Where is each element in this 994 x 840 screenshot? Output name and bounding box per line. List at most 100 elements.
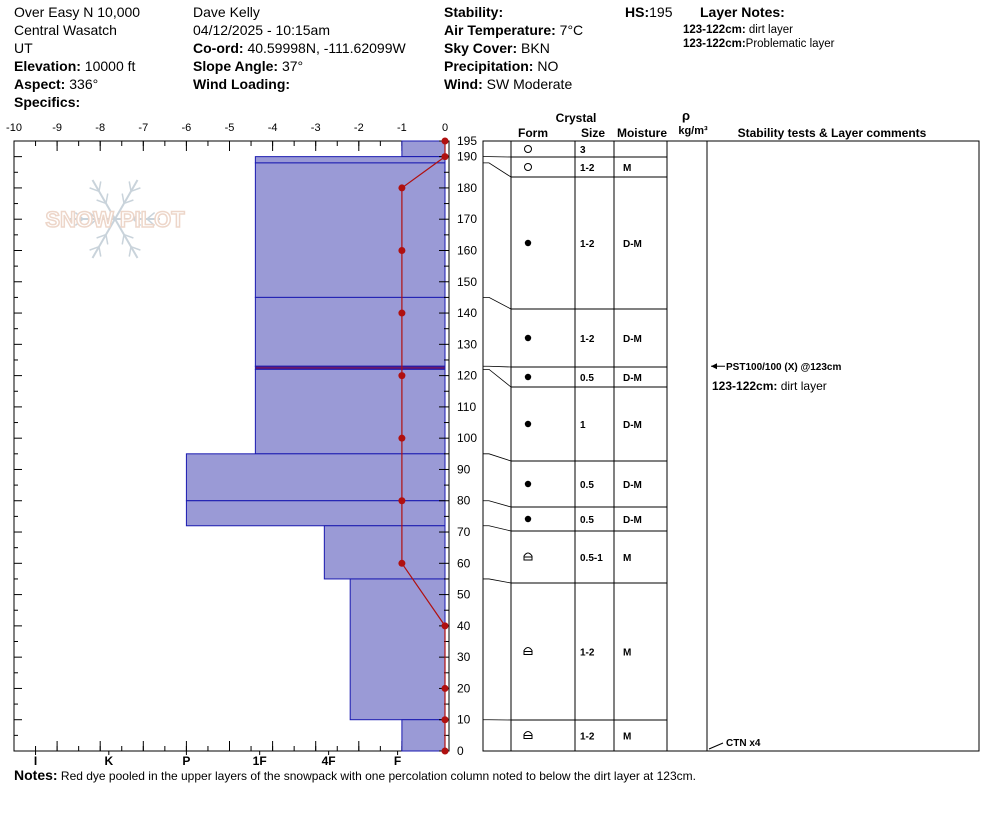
header-size: Size — [581, 126, 605, 140]
grain-size: 1-2 — [580, 239, 595, 250]
precip-row: Precipitation: NO — [444, 58, 559, 74]
moisture-value: M — [623, 648, 631, 659]
temp-tick-label: -5 — [225, 122, 235, 134]
header-left: Over Easy N 10,000 Central Wasatch UT El… — [14, 3, 140, 111]
hardness-layer-bar — [254, 296, 446, 367]
height-tick-label: 30 — [457, 650, 471, 664]
aspect-value: 336° — [69, 76, 99, 92]
moisture-value: D-M — [623, 515, 642, 526]
logo-snowflake-branch — [98, 181, 102, 192]
temperature-point — [441, 137, 449, 145]
temp-tick-label: -1 — [397, 122, 407, 134]
logo-snowflake-branch — [123, 233, 134, 239]
header-form: Form — [518, 126, 548, 140]
logo-snowflake-branch — [121, 234, 125, 245]
height-tick-label: 80 — [457, 494, 471, 508]
logo-snowflake-branch — [89, 246, 100, 251]
observation-datetime: 04/12/2025 - 10:15am — [193, 22, 330, 38]
moisture-value: D-M — [623, 373, 642, 384]
height-tick-label: 130 — [457, 337, 477, 351]
height-tick-label: 140 — [457, 306, 477, 320]
temp-tick-label: -3 — [311, 122, 321, 134]
grain-size: 1-2 — [580, 732, 595, 743]
grain-form-icon — [524, 480, 532, 488]
logo-snowflake-branch — [96, 233, 107, 239]
logo-snowflake-branch — [88, 218, 98, 227]
height-tick-label: 190 — [457, 150, 477, 164]
temp-tick-label: -4 — [268, 122, 278, 134]
grain-size: 1 — [580, 420, 586, 431]
location-name: Over Easy N 10,000 — [14, 4, 141, 20]
hardness-layer-bar — [349, 578, 446, 721]
layer-connector — [483, 297, 512, 310]
moisture-value: M — [623, 163, 631, 174]
stability-test-2: CTN x4 — [726, 738, 761, 749]
height-tick-label: 20 — [457, 681, 471, 695]
layer-connector — [483, 368, 512, 388]
logo-snowflake-branch — [98, 246, 102, 257]
height-tick-label: 100 — [457, 431, 477, 445]
logo-snowflake-branch — [132, 218, 142, 227]
grain-form-icon — [524, 515, 532, 523]
layer-connector — [483, 500, 512, 508]
temperature-point — [441, 622, 449, 630]
logo-snowflake-branch — [146, 211, 156, 220]
precip-value: NO — [537, 58, 559, 74]
hardness-label: P — [182, 754, 190, 768]
logo-snowflake-branch — [123, 199, 134, 205]
wind-row: Wind: SW Moderate — [444, 76, 573, 92]
grain-size: 0.5 — [580, 515, 594, 526]
logo-snowflake-arm — [91, 218, 116, 259]
grain-form-icon — [524, 373, 532, 381]
temperature-point — [441, 747, 449, 755]
height-tick-label: 10 — [457, 713, 471, 727]
temperature-point — [441, 716, 449, 724]
grain-size: 3 — [580, 145, 586, 156]
profile-plot-frame — [13, 140, 450, 752]
height-tick-label: 0 — [457, 744, 464, 758]
hardness-layer-bar — [401, 719, 446, 752]
header-moisture: Moisture — [617, 126, 667, 140]
hardness-layer-bar — [254, 368, 446, 455]
temperature-point — [398, 434, 406, 442]
temp-tick-label: -7 — [138, 122, 148, 134]
sky-value: BKN — [521, 40, 550, 56]
notes-row: Notes: Red dye pooled in the upper layer… — [14, 767, 696, 783]
hardness-label: 1F — [253, 754, 267, 768]
layer-connector — [483, 365, 512, 368]
logo-snowflake-branch — [96, 199, 107, 205]
logo-snowflake-branch — [128, 181, 132, 192]
coord-value: 40.59998N, -111.62099W — [247, 40, 406, 56]
logo-text: SNOW PILOT — [45, 207, 185, 232]
logo-snowflake-branch — [132, 211, 142, 220]
grain-form-icon — [523, 731, 533, 739]
grain-form-icon — [523, 647, 533, 655]
temperature-point — [441, 153, 449, 161]
notes-text: Red dye pooled in the upper layers of th… — [60, 769, 696, 783]
hardness-label: K — [104, 754, 113, 768]
aspect-row: Aspect: 336° — [14, 76, 99, 92]
header-comments: Stability tests & Layer comments — [738, 126, 927, 140]
grain-size: 1-2 — [580, 334, 595, 345]
grain-size: 1-2 — [580, 648, 595, 659]
hardness-layer-bar — [323, 525, 446, 580]
height-tick-label: 160 — [457, 243, 477, 257]
wind-loading-row: Wind Loading: — [193, 76, 291, 92]
stability-row: Stability: — [444, 4, 504, 20]
temperature-point — [398, 184, 406, 192]
height-tick-label: 180 — [457, 181, 477, 195]
logo-snowflake-branch — [130, 246, 141, 251]
hardness-layer-bar — [254, 156, 446, 164]
height-tick-label: 90 — [457, 462, 471, 476]
header-rho: ρ — [682, 108, 690, 123]
temperature-point — [398, 559, 406, 567]
snowpilot-logo: SNOW PILOT — [45, 179, 186, 259]
temp-tick-label: -8 — [95, 122, 105, 134]
height-tick-label: 120 — [457, 369, 477, 383]
hs-value: 195 — [649, 4, 673, 20]
logo-snowflake-branch — [146, 218, 156, 227]
height-tick-label: 110 — [457, 400, 476, 414]
moisture-value: D-M — [623, 239, 642, 250]
grain-form-icon — [524, 334, 532, 342]
slope-value: 37° — [281, 58, 304, 74]
